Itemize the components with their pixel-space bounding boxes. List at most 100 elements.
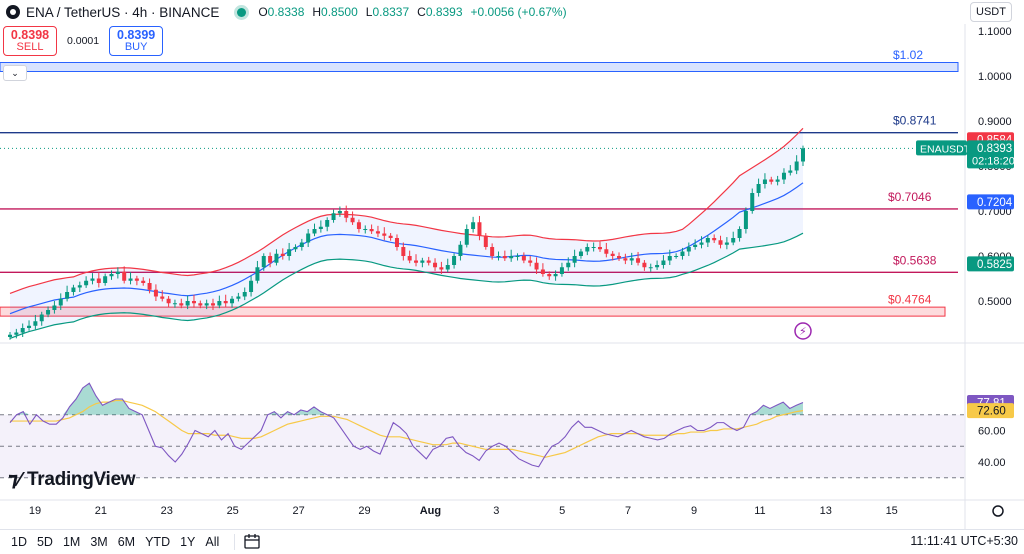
candle: [585, 247, 590, 252]
candle: [496, 256, 501, 257]
symbol-title[interactable]: ENA / TetherUS · 4h · BINANCE: [26, 4, 220, 20]
candle: [775, 179, 780, 182]
candle: [299, 242, 304, 247]
price-tick-label: 1.1000: [978, 26, 1012, 38]
candle: [122, 271, 127, 281]
candle: [636, 258, 641, 263]
timeframe-1y[interactable]: 1Y: [180, 535, 196, 549]
candle: [597, 247, 602, 250]
price-label-bg: [967, 140, 1014, 169]
time-tick-label: 13: [820, 505, 832, 517]
high-value: 0.8500: [321, 5, 358, 19]
clock-timezone[interactable]: 11:11:41 UTC+5:30: [910, 534, 1018, 548]
level-label: $0.8741: [893, 114, 937, 128]
close-key: C: [417, 5, 426, 19]
bottom-toolbar: 1D 5D 1M 3M 6M YTD 1Y All 11:11:41 UTC+5…: [0, 529, 1024, 554]
time-tick-label: 19: [29, 505, 41, 517]
candle: [743, 211, 748, 229]
close-value: 0.8393: [425, 5, 463, 19]
candle: [153, 289, 158, 297]
tv-mark-icon: ⁊⁄: [8, 469, 22, 491]
time-tick-label: 25: [227, 505, 239, 517]
candle: [280, 253, 285, 256]
low-value: 0.8337: [372, 5, 410, 19]
buy-price: 0.8399: [117, 28, 156, 42]
collapse-legend-button[interactable]: ⌄: [3, 65, 27, 81]
candle: [375, 231, 380, 234]
high-key: H: [312, 5, 322, 19]
timeframe-1m[interactable]: 1M: [62, 535, 81, 549]
buy-button[interactable]: 0.8399 BUY: [109, 26, 164, 56]
candle: [464, 229, 469, 245]
price-tick-label: 0.9000: [978, 116, 1012, 128]
timeframe-ytd[interactable]: YTD: [145, 535, 171, 549]
candle: [610, 253, 615, 256]
level-label: $0.5638: [893, 253, 937, 267]
bollinger-lower-line: [9, 232, 804, 339]
candle: [337, 211, 342, 214]
candle: [77, 285, 82, 288]
level-zone: [0, 306, 946, 317]
symbol-header: ENA / TetherUS · 4h · BINANCE O0.8338 H0…: [0, 0, 567, 24]
candle: [268, 256, 273, 263]
candle: [661, 260, 666, 265]
symbol-tag: ENAUSDT: [920, 143, 971, 155]
candle: [686, 247, 691, 252]
bollinger-fill: [10, 128, 803, 339]
level-label: $0.4764: [888, 293, 932, 307]
candle: [204, 303, 209, 306]
chevron-down-icon: ⌄: [11, 67, 19, 78]
candle: [642, 262, 647, 268]
candle: [382, 233, 387, 236]
rsi-label-bg: [967, 403, 1014, 419]
ena-logo-icon: [6, 5, 20, 19]
price-label-bg: [967, 256, 1014, 272]
candle: [147, 283, 152, 290]
candle: [648, 267, 653, 269]
open-value: 0.8338: [267, 5, 305, 19]
candle: [274, 253, 279, 263]
flash-alert-icon: [794, 322, 812, 340]
timeframe-5d[interactable]: 5D: [36, 535, 53, 549]
time-tick-label: Aug: [420, 505, 441, 517]
candle: [483, 235, 488, 247]
candle: [566, 262, 571, 268]
candle: [115, 271, 120, 274]
timeframe-all[interactable]: All: [205, 535, 220, 549]
candle: [509, 256, 514, 259]
price-label: 0.5825: [977, 259, 1012, 271]
candle: [521, 256, 526, 261]
candle: [128, 278, 133, 281]
timeframe-buttons: 1D 5D 1M 3M 6M YTD 1Y All: [6, 535, 224, 549]
timeframe-1d[interactable]: 1D: [11, 535, 27, 549]
date-range-calendar-icon[interactable]: [243, 533, 263, 551]
candle: [559, 267, 564, 274]
candle: [27, 325, 32, 328]
candle: [20, 328, 25, 333]
price-label: 0.7204: [977, 197, 1013, 209]
flash-glyph: ⚡: [799, 325, 807, 338]
timeframe-6m[interactable]: 6M: [117, 535, 136, 549]
candle: [756, 184, 761, 193]
sell-button[interactable]: 0.8398 SELL: [3, 26, 57, 56]
candle: [724, 242, 729, 245]
candle: [223, 301, 228, 304]
candle: [781, 172, 786, 180]
level-label: $0.7046: [888, 190, 932, 204]
candle: [179, 303, 184, 306]
candle: [420, 260, 425, 263]
candle: [325, 220, 330, 227]
candle: [109, 274, 114, 277]
currency-button[interactable]: USDT: [970, 2, 1012, 22]
candle: [90, 278, 95, 281]
candle: [401, 247, 406, 256]
timeframe-3m[interactable]: 3M: [90, 535, 108, 549]
sell-label: SELL: [16, 41, 44, 53]
candle: [445, 265, 450, 270]
candle: [452, 256, 457, 265]
candle: [14, 332, 19, 335]
candle: [287, 249, 292, 256]
candle: [230, 298, 235, 304]
